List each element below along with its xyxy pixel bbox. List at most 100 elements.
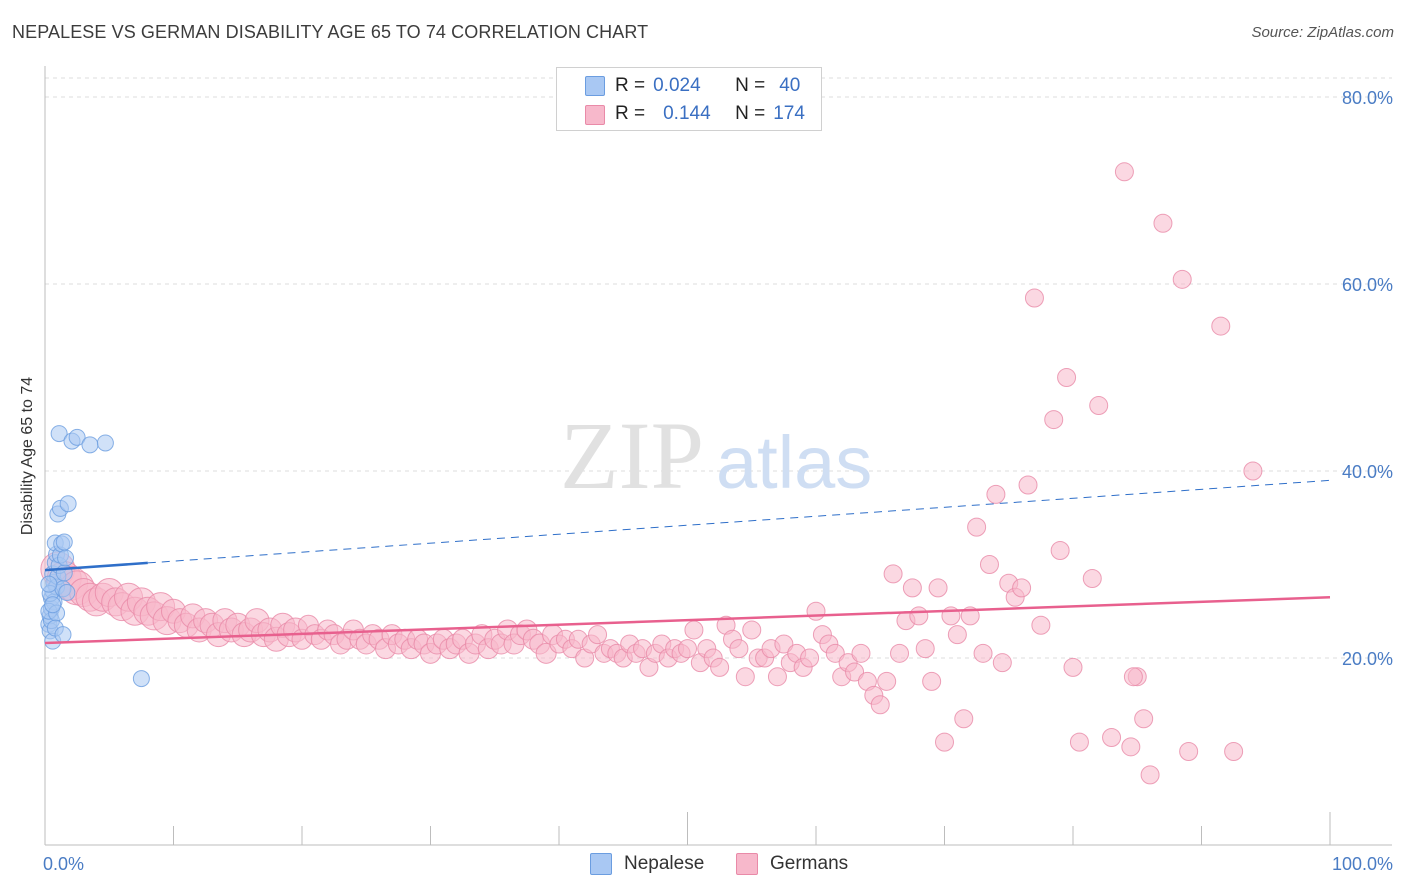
germans-point-131 [890,643,910,663]
germans-point-159 [1082,569,1102,589]
germans-point-163 [1121,737,1141,757]
watermark-atlas: atlas [716,421,872,504]
nepalese-r-label: R = [615,75,646,96]
germans-point-138 [935,732,954,752]
germans-point-124 [845,662,865,682]
nepalese-n-label: N = [735,75,766,96]
nepalese-point-29 [50,425,68,443]
germans-point-106 [729,639,749,659]
germans-point-167 [1153,213,1173,233]
germans-point-143 [967,517,987,537]
germans-trend-line [44,595,1331,645]
axes [44,66,1392,846]
germans-point-161 [1102,727,1122,747]
germans-r-label: R = [615,103,646,124]
germans-point-98 [678,639,697,659]
germans-point-156 [1057,368,1077,387]
trend-lines [44,479,1331,645]
nepalese-point-31 [68,428,86,446]
gridlines [45,77,1392,659]
germans-point-147 [992,653,1012,673]
germans-point-169 [1179,742,1199,761]
nepalese-point-36 [44,596,62,614]
germans-point-128 [870,695,890,715]
nepalese-points [40,425,150,688]
germans-point-150 [1012,578,1032,598]
germans-point-144 [973,643,993,663]
nepalese-trend-dashed [147,479,1331,564]
germans-point-137 [928,578,948,598]
nepalese-point-32 [81,436,99,454]
watermark: ZIP atlas [560,402,872,509]
nepalese-stat-swatch [585,76,605,96]
germans-point-153 [1031,615,1051,635]
germans-point-152 [1024,288,1044,308]
nepalese-point-28 [59,495,77,513]
germans-point-155 [1050,540,1070,560]
nepalese-trend-solid [44,561,148,572]
germans-point-170 [1211,316,1231,336]
germans-point-121 [825,643,845,663]
legend-nepalese-label: Nepalese [624,853,705,874]
germans-point-146 [986,484,1006,504]
germans-point-168 [1172,269,1192,289]
germans-point-140 [947,625,967,645]
y-tick-label-60: 60.0% [1342,275,1393,295]
germans-r-value: 0.144 [663,103,711,124]
nepalese-point-34 [55,533,73,551]
germans-point-154 [1044,410,1064,430]
x-tick-label-0: 0.0% [43,854,84,874]
germans-point-162 [1114,162,1134,182]
nepalese-point-25 [58,584,76,602]
germans-stat-swatch [585,105,605,125]
germans-point-172 [1243,461,1263,481]
germans-point-151 [1018,475,1038,495]
germans-n-label: N = [735,103,766,124]
germans-point-103 [710,657,730,677]
germans-stat-row: R = 0.144 N = 174 [615,101,805,127]
germans-point-166 [1140,765,1160,785]
germans-point-136 [922,671,942,691]
germans-point-113 [774,634,794,654]
y-tick-label-80: 80.0% [1342,88,1393,108]
y-tick-label-40: 40.0% [1342,462,1393,482]
legend-germans-swatch [736,853,758,875]
nepalese-stat-row: R = 0.024 N = 40 [615,73,800,99]
germans-point-173 [1123,667,1143,687]
nepalese-n-value: 40 [779,75,801,96]
germans-point-130 [883,564,903,584]
tick-labels: 20.0% 40.0% 60.0% 80.0% 0.0% 100.0% [43,88,1393,874]
germans-point-99 [684,620,704,640]
legend-nepalese-swatch [590,853,612,875]
legend-germans[interactable]: Germans [736,850,848,878]
germans-point-125 [851,643,871,663]
germans-point-141 [954,709,974,729]
legend-germans-label: Germans [770,853,849,874]
nepalese-point-24 [57,549,75,567]
germans-point-84 [588,625,608,645]
source-label: Source: ZipAtlas.com [1251,24,1394,41]
chart-title: NEPALESE VS GERMAN DISABILITY AGE 65 TO … [12,22,649,42]
nepalese-point-38 [54,626,72,644]
germans-point-118 [806,601,826,621]
nepalese-point-33 [96,434,114,452]
germans-point-108 [742,620,762,640]
stats-box: R = 0.024 N = 40 R = 0.144 N = 174 [556,67,822,131]
germans-point-171 [1224,742,1244,761]
germans-point-165 [1134,709,1154,729]
germans-point-112 [767,667,787,687]
x-tick-label-100: 100.0% [1332,854,1393,874]
legend-nepalese[interactable]: Nepalese [590,850,704,878]
germans-point-117 [800,648,820,668]
nepalese-point-39 [40,575,58,593]
watermark-zip: ZIP [560,402,704,509]
germans-point-158 [1069,732,1089,752]
germans-point-133 [902,578,922,598]
germans-point-157 [1063,657,1083,677]
germans-point-107 [735,667,755,687]
germans-n-value: 174 [773,103,805,124]
nepalese-point-37 [132,670,150,688]
nepalese-r-value: 0.024 [653,75,701,96]
germans-point-134 [909,606,929,626]
